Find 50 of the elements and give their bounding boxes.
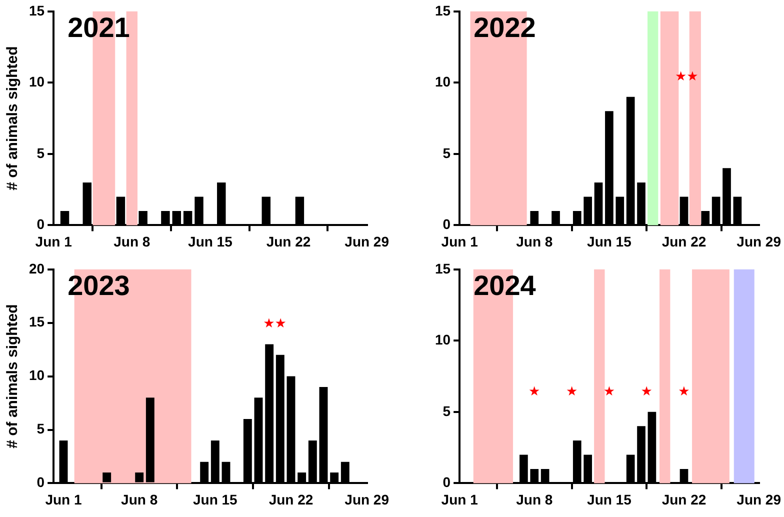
x-tick-label: Jun 29 (344, 233, 390, 250)
y-tick-label: 15 (434, 260, 451, 276)
chart-title: 2023 (68, 270, 130, 302)
y-tick-label: 5 (442, 402, 451, 419)
x-tick-label: Jun 15 (587, 491, 632, 508)
x-tick-label: Jun 22 (662, 233, 706, 250)
y-tick-label: 10 (434, 74, 451, 90)
annotation: ★ (603, 384, 616, 400)
x-tick-label: Jun 15 (192, 491, 238, 508)
annotation: ★ (528, 384, 540, 400)
x-tick-label: Jun 8 (114, 233, 150, 250)
x-tick-label: Jun 15 (587, 233, 632, 250)
chart-title: 2024 (474, 270, 536, 302)
y-tick-label: 5 (36, 420, 45, 437)
x-tick-label: Jun 22 (266, 233, 311, 250)
y-tick-label: 15 (28, 2, 45, 18)
x-tick-label: Jun 15 (188, 233, 233, 250)
y-tick-label: 10 (28, 74, 45, 90)
x-tick-label: Jun 8 (121, 491, 158, 508)
y-axis-title: # of animals sighted (4, 304, 22, 448)
y-tick-label: 20 (28, 260, 45, 276)
annotation: ★ (566, 384, 578, 400)
x-tick-label: Jun 8 (516, 491, 553, 508)
y-tick-label: 5 (36, 144, 45, 161)
x-tick-label: Jun 1 (441, 233, 478, 250)
x-tick-label: Jun 29 (736, 233, 782, 250)
x-tick-label: Jun 1 (441, 491, 478, 508)
annotation: ★★ (263, 316, 286, 332)
annotation: ★ (640, 384, 652, 400)
chart-title: 2021 (68, 12, 130, 44)
y-tick-label: 15 (434, 2, 451, 18)
y-axis-title: # of animals sighted (4, 46, 22, 190)
annotation: ★★ (675, 69, 698, 84)
y-tick-label: 5 (442, 144, 451, 161)
y-tick-label: 0 (442, 474, 451, 490)
y-tick-label: 10 (434, 332, 451, 348)
chart-title: 2022 (474, 12, 536, 44)
x-tick-label: Jun 22 (268, 491, 314, 508)
x-tick-label: Jun 29 (344, 491, 390, 508)
y-tick-label: 10 (28, 367, 45, 384)
annotation: ★ (678, 384, 690, 400)
y-tick-label: 0 (36, 474, 45, 490)
x-tick-label: Jun 29 (736, 491, 782, 508)
y-tick-label: 0 (36, 216, 45, 232)
x-tick-label: Jun 22 (662, 491, 706, 508)
x-tick-label: Jun 8 (516, 233, 553, 250)
x-tick-label: Jun 1 (45, 491, 82, 508)
y-tick-label: 0 (442, 216, 451, 232)
x-tick-label: Jun 1 (35, 233, 72, 250)
y-tick-label: 15 (28, 314, 45, 330)
